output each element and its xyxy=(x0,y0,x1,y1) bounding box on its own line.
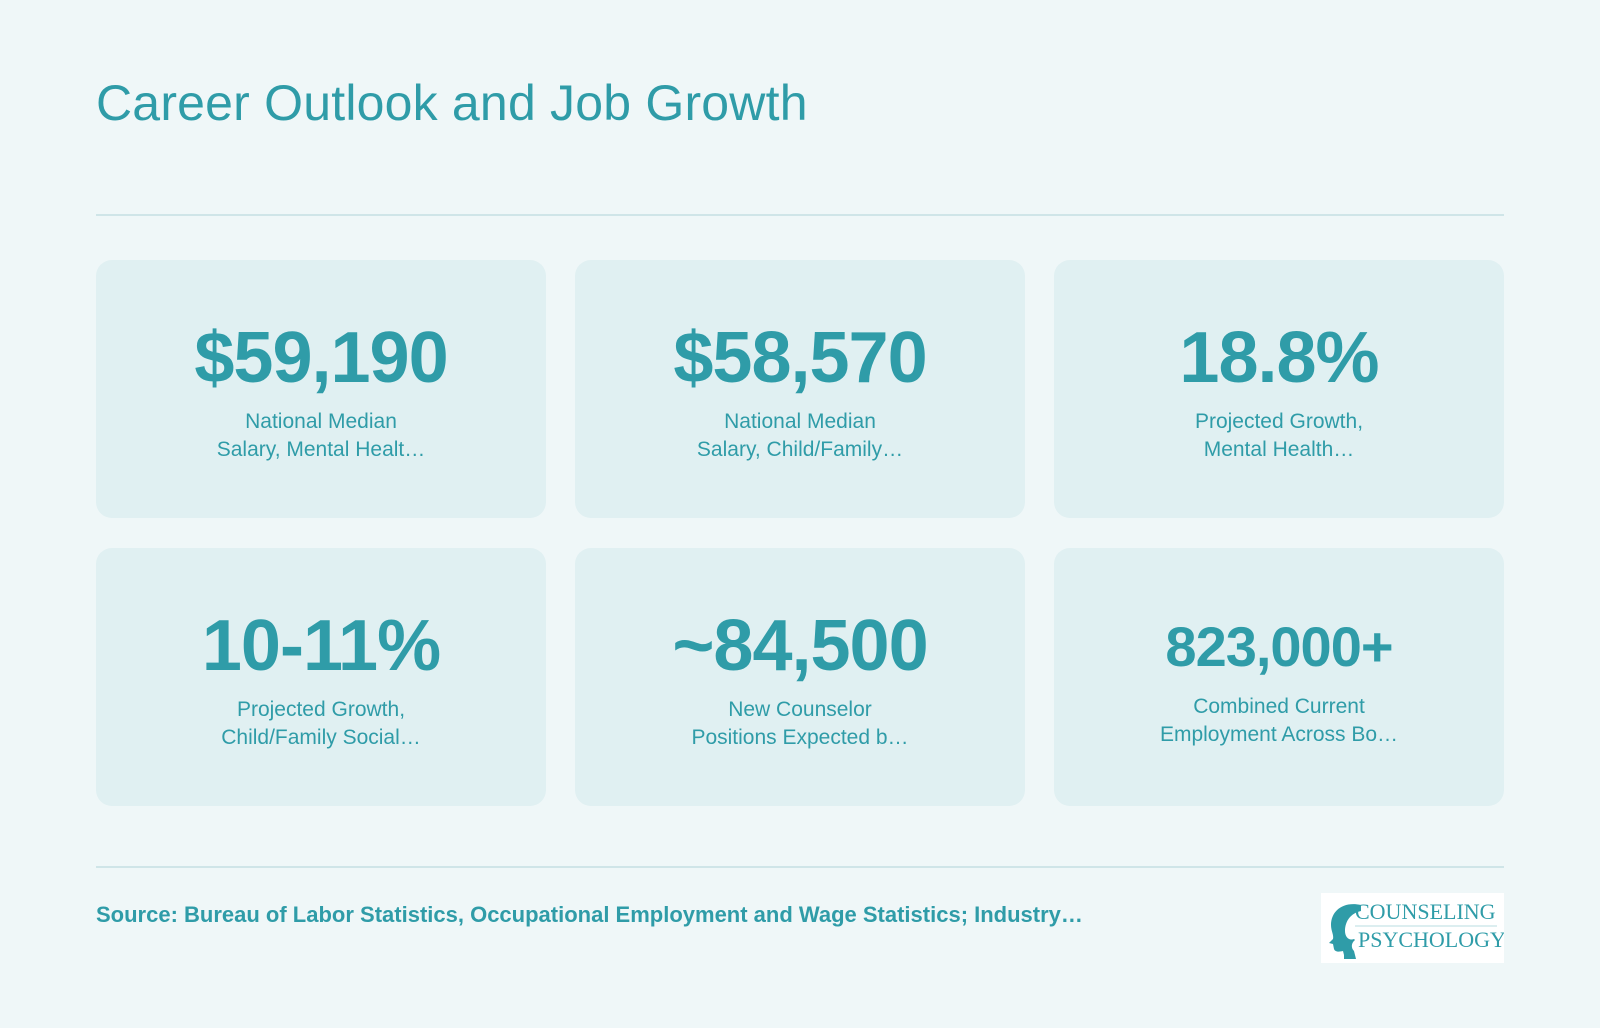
stat-card-new-positions: ~84,500 New Counselor Positions Expected… xyxy=(575,548,1025,806)
stat-label-line: Employment Across Bo… xyxy=(1159,723,1399,746)
stat-card-mental-health-growth: 18.8% Projected Growth, Mental Health… xyxy=(1054,260,1504,518)
stat-label-line: Projected Growth, xyxy=(236,698,406,721)
stat-card-combined-employment: 823,000+ Combined Current Employment Acr… xyxy=(1054,548,1504,806)
stat-label: National Median Salary, Child/Family… xyxy=(640,408,960,464)
logo-line1: COUNSELING xyxy=(1355,899,1496,924)
page-title: Career Outlook and Job Growth xyxy=(96,75,808,131)
stat-label: National Median Salary, Mental Healt… xyxy=(161,408,481,464)
stat-label: Projected Growth, Child/Family Social… xyxy=(161,696,481,752)
logo-line2: PSYCHOLOGY xyxy=(1358,927,1504,952)
stat-value: $58,570 xyxy=(673,318,927,398)
counseling-psychology-logo: COUNSELING PSYCHOLOGY xyxy=(1321,893,1504,963)
stat-card-child-family-growth: 10-11% Projected Growth, Child/Family So… xyxy=(96,548,546,806)
stat-label-line: National Median xyxy=(724,410,876,433)
stat-label-line: Child/Family Social… xyxy=(221,726,421,749)
stat-label: Combined Current Employment Across Bo… xyxy=(1119,693,1439,749)
stat-label-line: Mental Health… xyxy=(1203,438,1355,461)
stat-card-mental-health-salary: $59,190 National Median Salary, Mental H… xyxy=(96,260,546,518)
stat-label-line: New Counselor xyxy=(728,698,872,721)
stat-label-line: Projected Growth, xyxy=(1194,410,1364,433)
stat-value: $59,190 xyxy=(194,318,448,398)
stats-grid: $59,190 National Median Salary, Mental H… xyxy=(96,260,1504,806)
stat-label-line: Salary, Child/Family… xyxy=(696,438,904,461)
footer-divider xyxy=(96,866,1504,868)
stat-value: 18.8% xyxy=(1179,318,1379,398)
stat-label: Projected Growth, Mental Health… xyxy=(1119,408,1439,464)
stat-label-line: National Median xyxy=(245,410,397,433)
stat-label-line: Salary, Mental Healt… xyxy=(216,438,426,461)
source-citation: Source: Bureau of Labor Statistics, Occu… xyxy=(96,902,1083,927)
stat-value: 823,000+ xyxy=(1165,615,1393,678)
stat-card-child-family-salary: $58,570 National Median Salary, Child/Fa… xyxy=(575,260,1025,518)
stat-label-line: Positions Expected b… xyxy=(691,726,909,749)
head-silhouette-icon xyxy=(1329,904,1361,959)
stat-label: New Counselor Positions Expected b… xyxy=(640,696,960,752)
stat-label-line: Combined Current xyxy=(1193,695,1365,718)
stat-value: ~84,500 xyxy=(672,606,928,686)
header-divider xyxy=(96,214,1504,216)
stat-value: 10-11% xyxy=(201,606,441,686)
